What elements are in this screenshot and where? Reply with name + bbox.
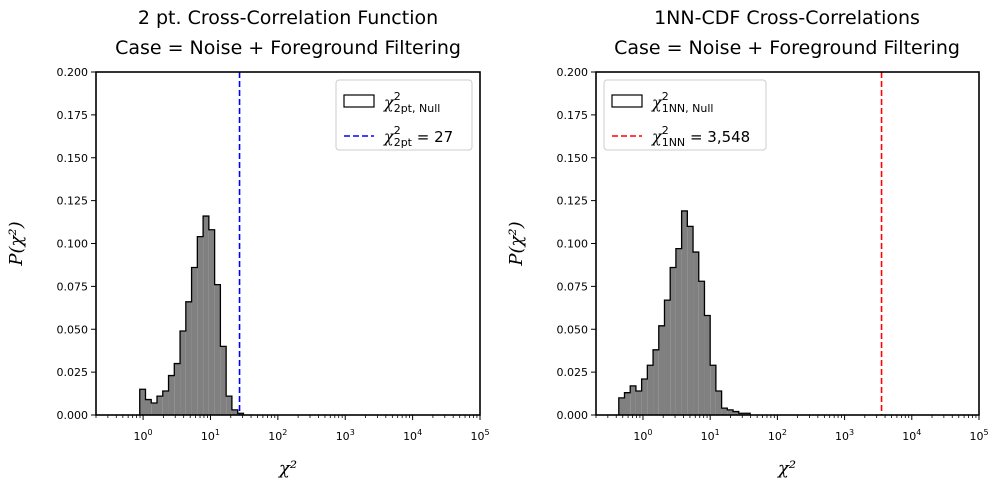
chart-panel-1: 2 pt. Cross-Correlation Function Case = N… (6, 7, 490, 479)
histogram-bar (151, 402, 158, 415)
legend-entry-label: χ2 1NN, Null (651, 90, 713, 115)
histogram-bar (630, 385, 636, 415)
histogram-bar (744, 413, 751, 415)
x-tick-label: 105 (470, 428, 489, 443)
histogram-bar (733, 411, 739, 415)
y-tick-label: 0.100 (557, 238, 589, 251)
y-tick-label: 0.150 (557, 152, 589, 165)
x-tick-label: 104 (902, 428, 921, 443)
y-axis-label: P(χ²) (506, 221, 527, 266)
histogram-bar (208, 229, 215, 415)
histogram-bar (647, 365, 654, 415)
histogram-bar (693, 252, 699, 415)
y-axis-label: P(χ²) (6, 221, 27, 266)
histogram-bar (675, 248, 682, 415)
x-tick-label: 101 (201, 428, 220, 443)
histogram-bar (681, 210, 688, 415)
y-tick-label: 0.175 (557, 109, 589, 122)
legend-entry-label: χ2 1NN = 3,548 (651, 124, 750, 149)
histogram-outline (139, 215, 245, 415)
chart-title: 1NN-CDF Cross-Correlations (654, 7, 920, 29)
x-tick-label: 103 (835, 428, 854, 443)
histogram-bar (191, 267, 198, 415)
histogram-bar (635, 390, 642, 415)
x-axis-label: χ² (277, 458, 297, 479)
x-tick-label: 102 (768, 428, 787, 443)
legend-patch-swatch (343, 94, 375, 108)
histogram-bar (738, 413, 745, 415)
legend-entry-label: χ2 2pt, Null (383, 90, 440, 115)
legend-patch-swatch (611, 94, 643, 108)
x-tick-label: 102 (268, 428, 287, 443)
y-tick-label: 0.150 (57, 152, 89, 165)
histogram (618, 210, 751, 415)
histogram-bar (162, 390, 169, 415)
histogram-bar (220, 346, 227, 415)
histogram-bar (687, 226, 694, 415)
histogram-bar (618, 397, 625, 415)
histogram-bar (231, 409, 238, 415)
histogram-bar (185, 301, 192, 415)
histogram-bar (721, 408, 728, 415)
y-tick-label: 0.025 (57, 366, 89, 379)
y-tick-label: 0.100 (57, 238, 89, 251)
x-tick-label: 100 (633, 428, 652, 443)
legend-box (603, 79, 767, 151)
legend: χ2 2pt, Null χ2 2pt = 27 (335, 79, 473, 151)
y-tick-label: 0.125 (557, 195, 589, 208)
histogram-bar (653, 349, 659, 415)
histogram-outline (618, 210, 751, 415)
histogram-bar (180, 330, 186, 415)
y-tick-label: 0.000 (57, 409, 89, 422)
histogram-bar (174, 363, 181, 415)
y-tick-label: 0.000 (557, 409, 589, 422)
histogram-bar (237, 413, 244, 415)
y-tick-label: 0.125 (57, 195, 89, 208)
histogram-bar (664, 300, 671, 415)
histogram-bar (727, 409, 734, 415)
histogram-bar (710, 365, 716, 415)
y-tick-label: 0.175 (57, 109, 89, 122)
chart-subtitle: Case = Noise + Foreground Filtering (614, 37, 960, 59)
chart-panel-2: 1NN-CDF Cross-Correlations Case = Noise +… (506, 7, 989, 479)
histogram-bar (214, 284, 221, 415)
histogram-bar (168, 375, 175, 415)
histogram-bar (641, 378, 648, 415)
histogram-bar (715, 390, 722, 415)
histogram-bar (226, 396, 232, 415)
histogram-bar (704, 315, 711, 415)
x-tick-label: 105 (969, 428, 988, 443)
y-tick-label: 0.200 (557, 66, 589, 79)
x-tick-label: 100 (134, 428, 153, 443)
histogram-bar (203, 216, 209, 415)
histogram-bar (698, 281, 705, 415)
y-tick-label: 0.025 (557, 366, 589, 379)
chart-title: 2 pt. Cross-Correlation Function (138, 7, 438, 29)
histogram (139, 215, 245, 415)
x-axis-label: χ² (776, 458, 796, 479)
histogram-bar (157, 396, 163, 415)
y-tick-label: 0.075 (57, 280, 89, 293)
chart-subtitle: Case = Noise + Foreground Filtering (115, 37, 461, 59)
x-tick-label: 104 (403, 428, 422, 443)
histogram-bar (624, 392, 631, 415)
y-tick-label: 0.050 (557, 323, 589, 336)
y-tick-label: 0.050 (57, 323, 89, 336)
y-tick-label: 0.200 (57, 66, 89, 79)
histogram-bar (145, 399, 152, 415)
histogram-bar (670, 267, 676, 415)
x-tick-label: 101 (701, 428, 720, 443)
histogram-bar (197, 236, 204, 415)
legend: χ2 1NN, Null χ2 1NN = 3,548 (603, 79, 767, 151)
x-tick-label: 103 (336, 428, 355, 443)
legend-entry-label: χ2 2pt = 27 (383, 124, 453, 149)
y-tick-label: 0.075 (557, 280, 589, 293)
histogram-bar (658, 325, 665, 415)
histogram-bar (139, 389, 146, 415)
